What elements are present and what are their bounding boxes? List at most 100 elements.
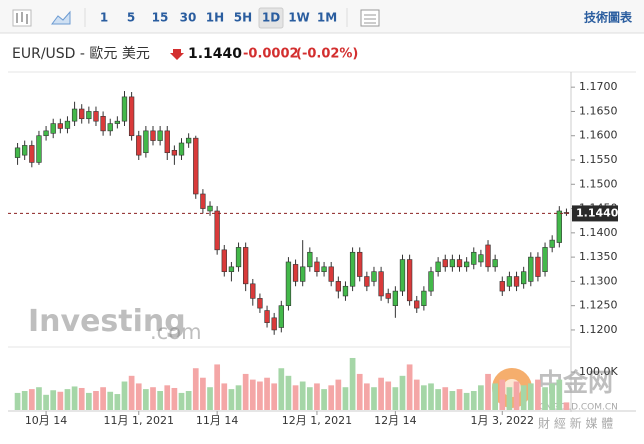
interval-button[interactable]: 1H (206, 11, 224, 25)
volume-bar (556, 379, 563, 410)
volume-bar (549, 383, 556, 410)
interval-button[interactable]: 1 (100, 11, 108, 25)
candle-body (57, 123, 63, 129)
volume-bar (150, 387, 156, 410)
volume-bar (278, 368, 285, 410)
volume-bar (506, 387, 513, 410)
candle-body (43, 130, 49, 137)
candle-body (449, 259, 456, 268)
y-tick-label: 1.1550 (579, 153, 618, 166)
candle-body (193, 137, 199, 195)
volume-bar (78, 387, 85, 410)
technical-chart-link[interactable]: 技術圖表 (584, 10, 633, 25)
candle-body (399, 259, 406, 292)
x-tick-label: 12月 1, 2021 (282, 414, 352, 427)
candle-body (406, 259, 413, 302)
volume-bar (442, 387, 449, 410)
y-tick-label: 1.1350 (579, 250, 618, 263)
x-tick-label: 11月 1, 2021 (104, 414, 174, 427)
watermark-logo: Investing (28, 304, 186, 339)
interval-button[interactable]: 5 (127, 11, 135, 25)
candle-body (185, 137, 192, 144)
volume-bar (107, 391, 114, 410)
interval-button[interactable]: 1D (262, 11, 280, 25)
volume-bar (485, 373, 491, 410)
candle-body (285, 261, 292, 306)
watermark-logo-suffix: .com (150, 320, 202, 344)
area-icon[interactable] (51, 10, 71, 25)
volume-bar (100, 387, 106, 410)
candle-body (228, 266, 235, 272)
candle-body (50, 123, 56, 134)
candle-body (207, 205, 213, 212)
candle-body (257, 298, 263, 309)
volume-bar (321, 389, 327, 410)
candle-icon[interactable] (12, 9, 32, 27)
candle-body (107, 123, 113, 132)
candle-body (378, 271, 384, 297)
volume-bar (399, 375, 406, 410)
volume-bar (342, 387, 349, 410)
candle-body (513, 276, 520, 287)
candle-body (300, 266, 306, 282)
volume-bar (470, 391, 477, 410)
volume-bar (264, 377, 270, 410)
x-tick-label: 10月 14 (25, 414, 68, 427)
candle-body (371, 271, 377, 282)
volume-bar (93, 391, 99, 410)
candle-body (93, 111, 99, 122)
candle-body (499, 281, 505, 292)
volume-bar (392, 387, 399, 410)
candle-body (157, 130, 163, 141)
candle-body (428, 271, 434, 292)
volume-bar (221, 383, 228, 410)
candle-body (271, 317, 277, 331)
candle-body (385, 293, 391, 299)
settings-icon[interactable] (360, 9, 380, 27)
volume-bar (36, 387, 42, 410)
volume-bar (257, 381, 263, 410)
candle-body (250, 283, 256, 299)
candle-body (243, 247, 249, 285)
last-price-label: 1.1440 (576, 206, 619, 219)
volume-bar (200, 377, 206, 410)
volume-bar (285, 375, 292, 410)
candle-body (471, 251, 477, 265)
candle-body (392, 290, 399, 306)
volume-bar (563, 402, 570, 410)
candle-body (22, 145, 28, 156)
candle-body (150, 130, 156, 141)
symbol: EUR/USD - 歐元 美元 (12, 46, 150, 62)
volume-bar (171, 387, 178, 410)
candle-body (321, 266, 327, 272)
y-tick-label: 1.1650 (579, 104, 618, 117)
volume-bar (214, 364, 221, 410)
interval-button[interactable]: 1W (288, 11, 310, 25)
volume-bar (499, 379, 506, 410)
volume-bar (356, 373, 363, 410)
candle-body (36, 135, 42, 163)
volume-bar (114, 394, 121, 410)
candle-body (535, 256, 541, 277)
volume-bar (271, 383, 278, 410)
x-tick-label: 11月 14 (196, 414, 239, 427)
volume-bar (492, 383, 499, 410)
change: -0.0002 (243, 47, 299, 62)
candle-body (435, 261, 441, 272)
selected-interval-bg (258, 7, 284, 29)
volume-bar (456, 389, 463, 410)
volume-bar (50, 390, 57, 410)
candle-body (307, 251, 313, 268)
candle-body (114, 120, 121, 124)
interval-button[interactable]: 15 (152, 11, 169, 25)
candle-body (357, 251, 363, 277)
interval-button[interactable]: 1M (317, 11, 337, 25)
interval-button[interactable]: 30 (180, 11, 197, 25)
volume-bar (121, 381, 128, 410)
volume-bar (463, 392, 470, 410)
interval-button[interactable]: 5H (234, 11, 252, 25)
candle-body (463, 261, 470, 268)
y-tick-label: 1.1400 (579, 226, 618, 239)
candle-body (442, 259, 448, 268)
